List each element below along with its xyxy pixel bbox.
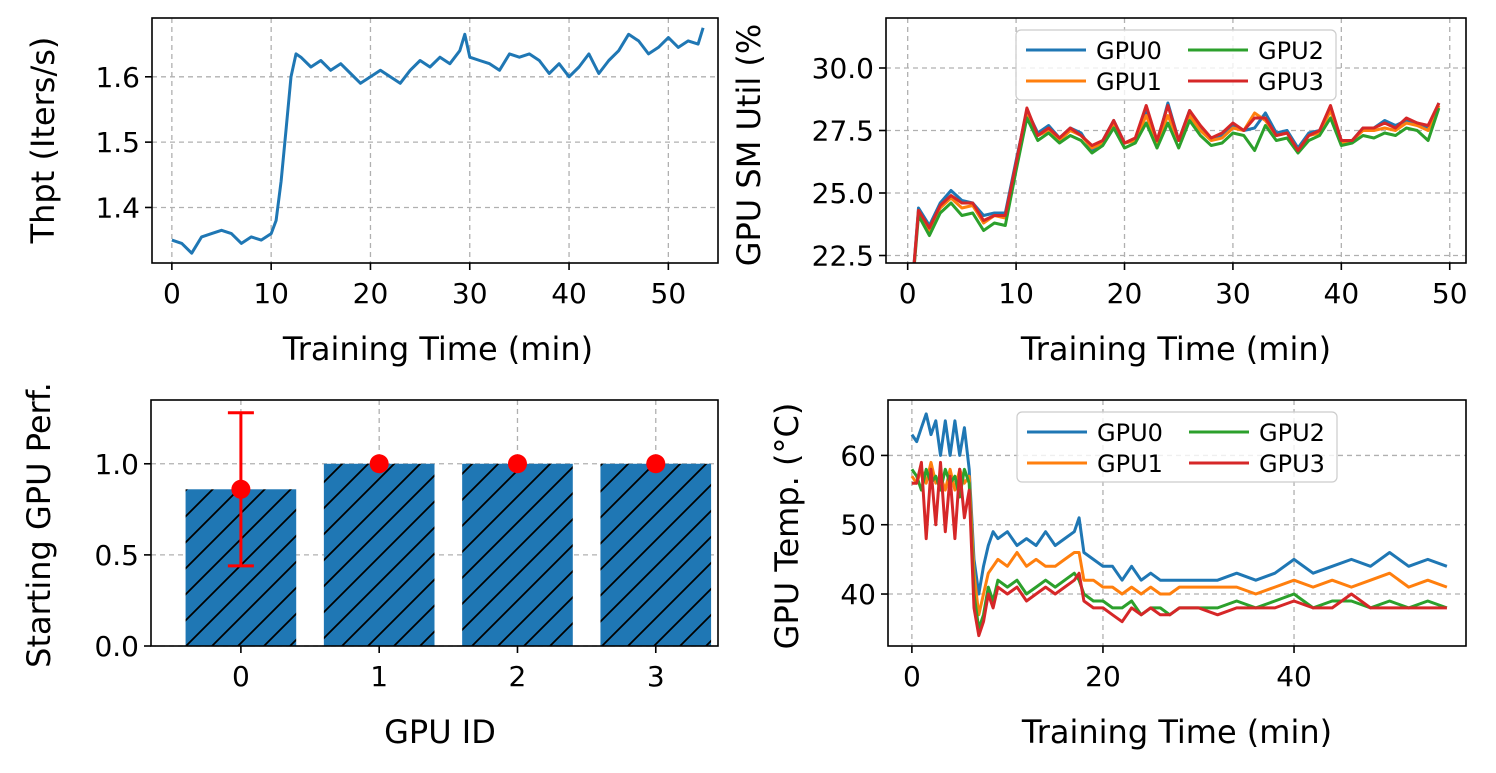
sm-util-xtick-label: 20 [1107, 277, 1143, 310]
start-perf-xtick-label: 3 [647, 660, 665, 693]
throughput-ylabel: Thpt (Iters/s) [24, 37, 62, 245]
mean-marker-gpu-2 [507, 454, 527, 474]
mean-marker-gpu-0 [231, 479, 251, 499]
sm-util-legend-label-gpu0: GPU0 [1096, 37, 1162, 65]
sm-util-ytick-label: 25.0 [812, 177, 874, 210]
gpu-temp-legend-label-gpu2: GPU2 [1259, 419, 1325, 447]
start-perf-ylabel: Starting GPU Perf. [20, 382, 58, 668]
gpu-temp-plot-frame [887, 399, 1467, 647]
gpu-temp-legend-label-gpu0: GPU0 [1097, 419, 1163, 447]
gpu-temp-ytick-label: 50 [840, 509, 876, 542]
gpu-temp-xtick-label: 40 [1276, 660, 1312, 693]
start-perf-xtick-label: 2 [509, 660, 527, 693]
mean-marker-gpu-1 [369, 454, 389, 474]
gpu-temp-series-line-gpu0 [910, 412, 1448, 596]
sm-util-legend-label-gpu3: GPU3 [1258, 68, 1324, 96]
start-perf-ytick-label: 0.5 [94, 539, 139, 572]
throughput-xtick-label: 10 [253, 277, 289, 310]
sm-util-legend-label-gpu1: GPU1 [1096, 68, 1162, 96]
sm-util-xlabel: Training Time (min) [1020, 330, 1331, 368]
sm-util-ytick-label: 22.5 [812, 240, 874, 273]
gpu-temp-xtick-label: 0 [903, 660, 921, 693]
throughput-xtick-label: 40 [551, 277, 587, 310]
throughput-series-line-0 [171, 27, 705, 255]
sm-util-series-line-gpu3 [912, 102, 1441, 263]
sm-util-xtick-label: 50 [1432, 277, 1468, 310]
gpu-temp-xtick-label: 20 [1085, 660, 1121, 693]
throughput-xlabel: Training Time (min) [282, 330, 593, 368]
start-perf-xlabel: GPU ID [384, 713, 496, 751]
bar-gpu-2 [462, 463, 573, 646]
throughput-ytick-label: 1.6 [95, 61, 140, 94]
gpu-temp-ytick-label: 40 [840, 578, 876, 611]
throughput-xtick-label: 50 [651, 277, 687, 310]
gpu-temp-series-line-gpu3 [911, 460, 1447, 638]
throughput-xtick-label: 30 [452, 277, 488, 310]
sm-util-xtick-label: 0 [899, 277, 917, 310]
gpu-temp-series-line-gpu2 [910, 467, 1448, 631]
throughput-xtick-label: 0 [163, 277, 181, 310]
sm-util-series-line-gpu2 [912, 107, 1441, 263]
sm-util-plot-frame [885, 17, 1467, 264]
gpu-temp-legend-label-gpu1: GPU1 [1097, 450, 1163, 478]
start-perf-chart: 0 1 2 3 0.0 0.5 1.0 GPU ID Starting GPU Perf. [20, 382, 719, 751]
throughput-xtick-label: 20 [353, 277, 389, 310]
gpu-temp-xlabel: Training Time (min) [1021, 713, 1332, 751]
bar-gpu-1 [323, 463, 435, 646]
gpu-temp-chart: 0 20 40 40 50 60 GPU0 GPU1 GPU2 GPU3 Training Ti… [768, 399, 1467, 751]
start-perf-plot-frame [150, 399, 719, 647]
sm-util-xtick-label: 40 [1324, 277, 1360, 310]
gpu-temp-ylabel: GPU Temp. (°C) [768, 403, 806, 650]
start-perf-ytick-label: 0.0 [94, 630, 139, 663]
throughput-ytick-label: 1.5 [95, 126, 140, 159]
start-perf-ytick-label: 1.0 [94, 448, 139, 481]
throughput-chart: 0 10 20 30 40 50 1.4 1.5 1.6 Training Time (min)… [24, 17, 719, 368]
sm-util-ytick-label: 30.0 [812, 52, 874, 85]
gpu-temp-ytick-label: 60 [840, 439, 876, 472]
start-perf-xtick-label: 1 [370, 660, 388, 693]
sm-util-chart: 0 10 20 30 40 50 22.5 25.0 27.5 30.0 GPU0 GPU1 GPU2… [730, 17, 1468, 368]
sm-util-series-line-gpu1 [912, 104, 1441, 263]
mean-marker-gpu-3 [646, 454, 666, 474]
sm-util-legend-label-gpu2: GPU2 [1258, 37, 1324, 65]
sm-util-ytick-label: 27.5 [812, 115, 874, 148]
throughput-ytick-label: 1.4 [95, 191, 140, 224]
gpu-temp-legend-label-gpu3: GPU3 [1259, 450, 1325, 478]
sm-util-ylabel: GPU SM Util (% [730, 24, 768, 267]
gpu-temp-series-line-gpu1 [910, 460, 1448, 617]
bar-gpu-3 [600, 463, 712, 646]
sm-util-legend-box [1015, 29, 1337, 101]
gpu-temp-legend-box [1016, 411, 1338, 483]
sm-util-xtick-label: 10 [998, 277, 1034, 310]
throughput-plot-frame [151, 17, 719, 264]
sm-util-xtick-label: 30 [1215, 277, 1251, 310]
start-perf-xtick-label: 0 [232, 660, 250, 693]
